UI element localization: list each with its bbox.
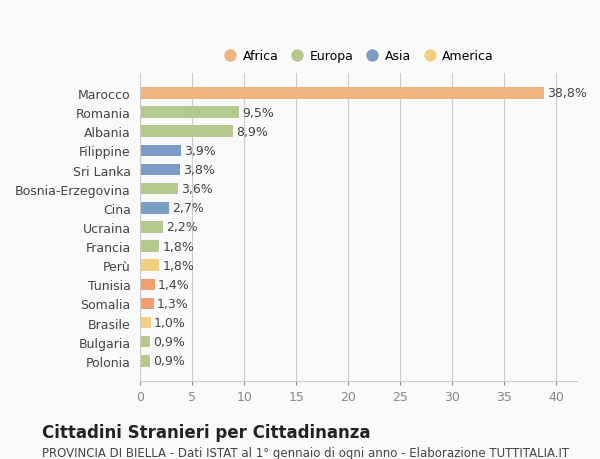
- Text: 1,0%: 1,0%: [154, 316, 186, 330]
- Text: 1,4%: 1,4%: [158, 278, 190, 291]
- Text: 0,9%: 0,9%: [153, 355, 185, 368]
- Text: 3,6%: 3,6%: [181, 183, 213, 196]
- Text: 9,5%: 9,5%: [242, 106, 274, 119]
- Text: 8,9%: 8,9%: [236, 125, 268, 139]
- Text: 38,8%: 38,8%: [547, 87, 587, 100]
- Text: PROVINCIA DI BIELLA - Dati ISTAT al 1° gennaio di ogni anno - Elaborazione TUTTI: PROVINCIA DI BIELLA - Dati ISTAT al 1° g…: [42, 446, 569, 459]
- Text: 3,8%: 3,8%: [183, 164, 215, 177]
- Text: 1,8%: 1,8%: [163, 240, 194, 253]
- Legend: Africa, Europa, Asia, America: Africa, Europa, Asia, America: [217, 44, 500, 69]
- Bar: [140, 355, 150, 367]
- Bar: [140, 164, 180, 176]
- Text: 1,8%: 1,8%: [163, 259, 194, 272]
- Bar: [140, 126, 233, 138]
- Text: 2,2%: 2,2%: [166, 221, 198, 234]
- Text: 3,9%: 3,9%: [184, 145, 216, 157]
- Bar: [140, 317, 151, 329]
- Bar: [140, 202, 169, 214]
- Bar: [140, 241, 159, 252]
- Bar: [140, 184, 178, 195]
- Text: 0,9%: 0,9%: [153, 336, 185, 348]
- Bar: [140, 336, 150, 348]
- Bar: [140, 279, 155, 291]
- Bar: [140, 146, 181, 157]
- Bar: [140, 298, 154, 309]
- Bar: [140, 260, 159, 271]
- Bar: [140, 88, 544, 100]
- Text: 1,3%: 1,3%: [157, 297, 189, 310]
- Text: Cittadini Stranieri per Cittadinanza: Cittadini Stranieri per Cittadinanza: [42, 423, 371, 441]
- Bar: [140, 107, 239, 118]
- Text: 2,7%: 2,7%: [172, 202, 203, 215]
- Bar: [140, 222, 163, 233]
